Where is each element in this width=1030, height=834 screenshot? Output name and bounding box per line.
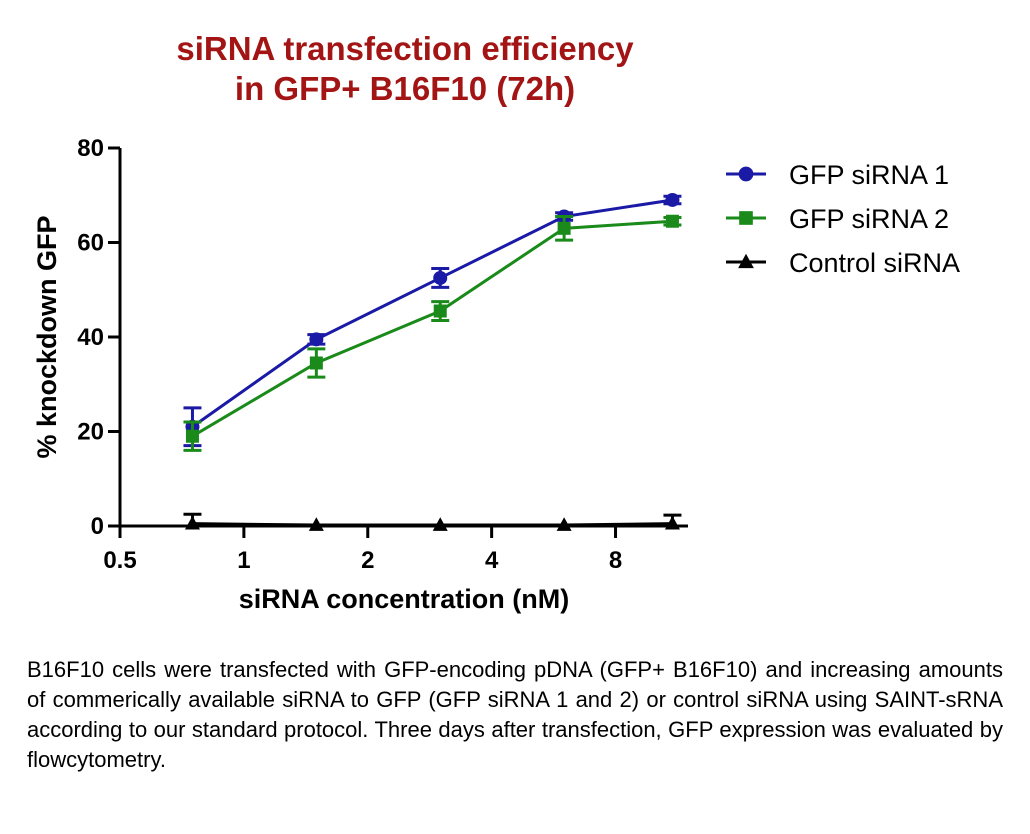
y-tick-label: 20 <box>77 419 104 446</box>
y-axis-title: % knockdown GFP <box>32 215 62 458</box>
legend-label: Control siRNA <box>789 248 960 278</box>
legend-entry: GFP siRNA 1 <box>726 160 949 190</box>
data-point <box>433 270 448 285</box>
series-line <box>191 219 673 438</box>
figure-caption: B16F10 cells were transfected with GFP-e… <box>27 657 1003 772</box>
legend-marker <box>739 211 753 225</box>
chart-title-line: siRNA transfection efficiency <box>176 30 634 67</box>
legend-entry: Control siRNA <box>726 248 960 278</box>
legend-label: GFP siRNA 1 <box>789 160 949 190</box>
x-tick-label: 1 <box>237 547 250 574</box>
axes: 0 20 40 60 80 0.5 1 2 4 8 siRNA concentration (nM)… <box>32 135 688 614</box>
series <box>183 192 682 531</box>
data-point <box>432 517 448 531</box>
x-axis-title: siRNA concentration (nM) <box>239 584 570 614</box>
data-point <box>309 332 324 347</box>
data-point <box>556 517 572 531</box>
y-tick-label: 0 <box>91 513 104 540</box>
data-point <box>308 517 324 531</box>
series-3 <box>183 512 682 531</box>
y-tick-label: 80 <box>77 135 104 162</box>
x-tick-label: 4 <box>485 547 499 574</box>
data-point <box>557 221 571 235</box>
legend-marker <box>738 253 754 269</box>
y-tick-label: 40 <box>77 324 104 351</box>
data-point <box>665 214 679 228</box>
y-tick-label: 60 <box>77 230 104 257</box>
legend-marker <box>738 166 754 182</box>
data-point <box>665 192 680 207</box>
series-line <box>192 522 673 527</box>
x-tick-label: 0.5 <box>103 547 136 574</box>
chart-title-line: in GFP+ B16F10 (72h) <box>235 70 575 107</box>
data-point <box>184 515 200 530</box>
data-point <box>433 304 447 318</box>
legend: GFP siRNA 1 GFP siRNA 2 Control siRNA <box>726 160 960 278</box>
data-point <box>664 515 680 530</box>
x-tick-label: 2 <box>361 547 374 574</box>
data-point <box>185 429 199 443</box>
legend-entry: GFP siRNA 2 <box>726 204 949 234</box>
series-2 <box>183 214 682 452</box>
legend-label: GFP siRNA 2 <box>789 204 949 234</box>
data-point <box>309 356 323 370</box>
x-tick-label: 8 <box>609 547 622 574</box>
